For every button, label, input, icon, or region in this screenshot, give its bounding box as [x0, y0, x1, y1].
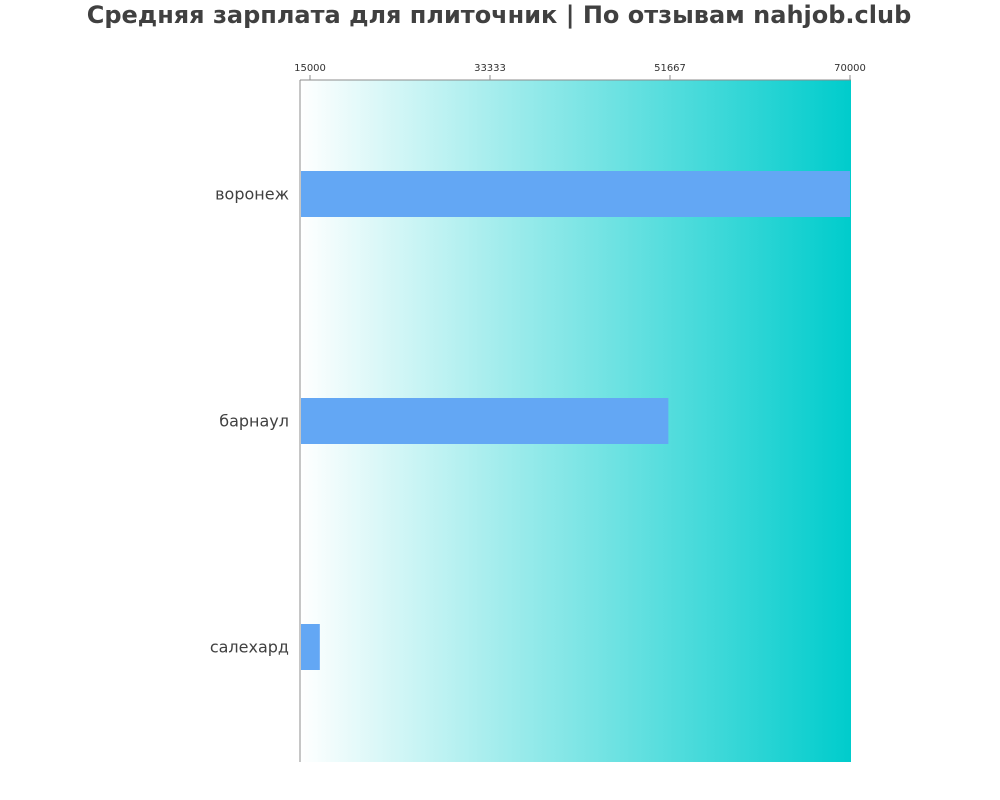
x-tick-label: 70000 — [834, 63, 866, 74]
x-axis-ticks: 15000 33333 51667 70000 — [294, 63, 866, 80]
bar-3 — [301, 624, 320, 670]
chart-title: Средняя зарплата для плиточник | По отзы… — [87, 1, 912, 29]
bars — [301, 171, 850, 670]
category-label: барнаул — [219, 412, 289, 431]
category-labels: воронеж барнаул салехард — [210, 185, 289, 657]
category-label: воронеж — [215, 185, 289, 204]
category-label: салехард — [210, 638, 289, 657]
x-tick-label: 51667 — [654, 63, 686, 74]
x-tick-label: 15000 — [294, 63, 326, 74]
bar-1 — [301, 171, 850, 217]
bar-2 — [301, 398, 669, 444]
x-tick-label: 33333 — [474, 63, 506, 74]
